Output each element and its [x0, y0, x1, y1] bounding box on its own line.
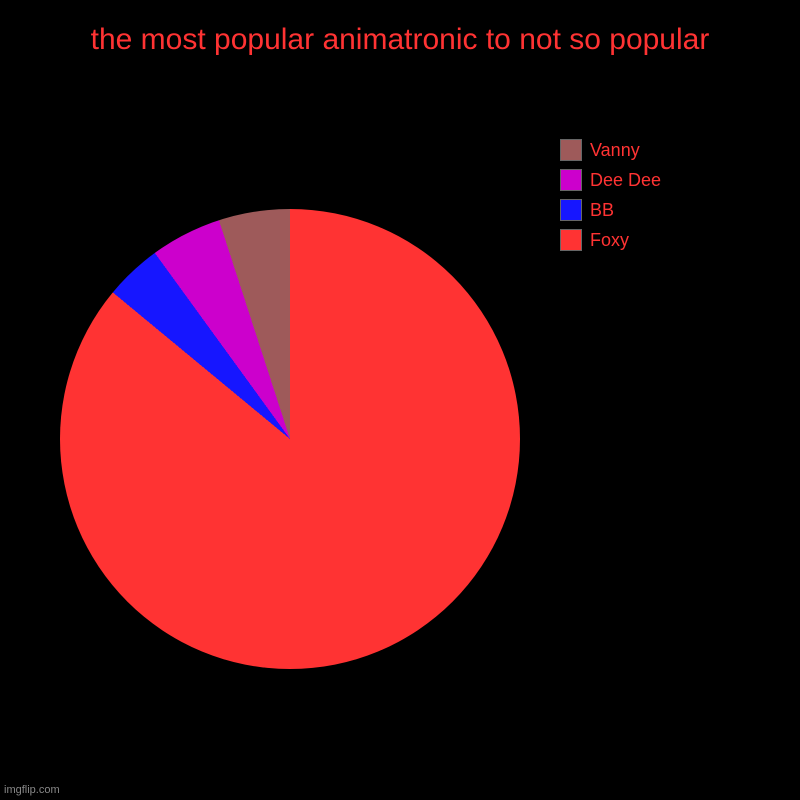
legend-item: Vanny [560, 139, 661, 161]
legend-swatch [560, 199, 582, 221]
legend-label: Dee Dee [590, 170, 661, 191]
legend-item: BB [560, 199, 661, 221]
legend-label: Foxy [590, 230, 629, 251]
watermark: imgflip.com [4, 784, 60, 796]
pie-container [60, 209, 520, 669]
legend-swatch [560, 229, 582, 251]
legend-swatch [560, 169, 582, 191]
chart-title: the most popular animatronic to not so p… [0, 0, 800, 69]
legend-item: Foxy [560, 229, 661, 251]
legend-label: Vanny [590, 140, 640, 161]
legend-swatch [560, 139, 582, 161]
legend-label: BB [590, 200, 614, 221]
pie-chart [60, 209, 520, 669]
legend: Vanny Dee Dee BB Foxy [560, 139, 661, 259]
legend-item: Dee Dee [560, 169, 661, 191]
chart-area: Vanny Dee Dee BB Foxy [0, 69, 800, 709]
